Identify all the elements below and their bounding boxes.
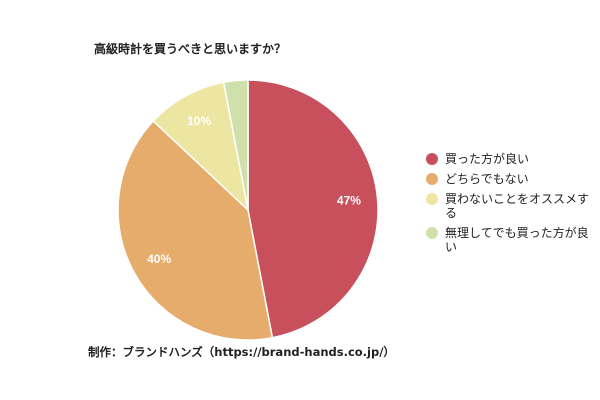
slice-value-label-2: 10% xyxy=(187,114,211,128)
pie-slice-1 xyxy=(117,119,274,341)
slice-value-label-0: 47% xyxy=(337,193,361,207)
legend-label-1: どちらでもない xyxy=(445,172,529,186)
pie-slice-3 xyxy=(222,79,249,211)
legend: 買った方が良い どちらでもない買わないことをオススメする 無理してでも買った方が良い xyxy=(426,152,600,260)
credit-text: 制作：ブランドハンズ（https://brand-hands.co.jp/） xyxy=(88,345,395,359)
pie-slice-2 xyxy=(152,81,250,213)
legend-label-2: 買わないことをオススメする xyxy=(445,192,590,220)
legend-item-3: 無理してでも買った方が良い xyxy=(426,226,600,254)
chart-title: 高級時計を買うべきと思いますか？ xyxy=(94,42,287,56)
legend-item-2: 買わないことをオススメする xyxy=(426,192,600,220)
legend-swatch-2 xyxy=(426,193,438,205)
legend-swatch-0 xyxy=(426,153,438,165)
slice-value-label-1: 40% xyxy=(147,252,171,266)
legend-item-1: どちらでもない xyxy=(426,172,600,186)
legend-swatch-3 xyxy=(426,227,438,239)
pie-slice-0 xyxy=(247,79,379,339)
legend-item-0: 買った方が良い xyxy=(426,152,600,166)
legend-label-0: 買った方が良い xyxy=(445,152,530,166)
legend-label-3: 無理してでも買った方が良い xyxy=(445,226,589,254)
legend-swatch-1 xyxy=(426,173,438,185)
